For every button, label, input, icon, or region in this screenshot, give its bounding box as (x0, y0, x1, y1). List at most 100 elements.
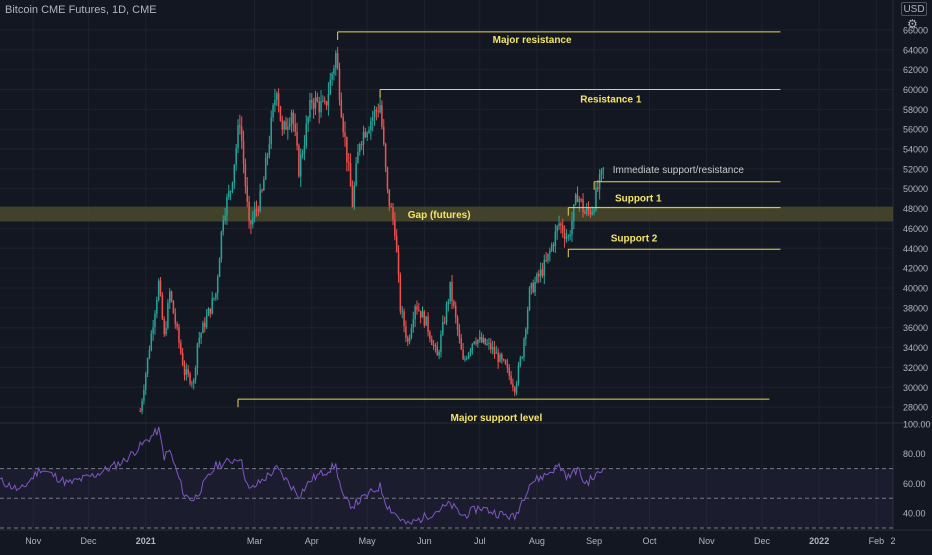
candle-body (263, 179, 265, 191)
candle-body (231, 182, 234, 192)
candle-body (488, 343, 490, 345)
candle-body (318, 101, 320, 113)
candle-body (482, 338, 485, 343)
candle-body (154, 313, 156, 328)
candle-body (180, 342, 182, 354)
candle-body (165, 328, 167, 335)
candle-body (375, 109, 378, 112)
candle-body (538, 273, 540, 277)
candle-body (257, 209, 260, 212)
candle-body (436, 346, 439, 356)
candle-body (279, 106, 282, 121)
candle-body (556, 226, 558, 232)
candle-body (161, 294, 164, 319)
candle-body (541, 269, 544, 276)
candle-body (172, 300, 175, 314)
candle-body (311, 100, 313, 103)
candle-body (473, 341, 475, 344)
candle-body (178, 327, 180, 343)
candle-body (399, 274, 402, 312)
candle-body (475, 341, 477, 344)
candle-body (418, 309, 420, 311)
candle-body (287, 126, 289, 130)
candle-body (580, 199, 582, 201)
candle-body (471, 343, 474, 350)
x-tick-label: Jul (474, 536, 486, 546)
level-label: Immediate support/resistance (613, 165, 745, 176)
candle-body (384, 143, 387, 168)
candle-body (388, 189, 391, 207)
candle-body (305, 123, 308, 146)
candle-body (595, 187, 597, 210)
candle-body (274, 99, 276, 106)
candle-body (209, 308, 212, 314)
candle-body (347, 162, 350, 164)
candle-body (447, 301, 450, 304)
candle-body (235, 148, 237, 165)
candle-body (458, 329, 461, 339)
candle-body (558, 223, 560, 227)
candle-body (322, 100, 324, 102)
y-tick-label: 50000 (903, 184, 928, 194)
candle-body (552, 245, 555, 247)
candle-body (602, 167, 605, 170)
candle-body (425, 316, 427, 326)
candle-body (233, 164, 236, 183)
candle-body (390, 206, 392, 208)
candle-body (381, 105, 383, 127)
candle-body (394, 219, 396, 237)
candle-body (493, 347, 496, 354)
candle-body (205, 315, 208, 328)
candle-body (139, 411, 141, 413)
y-tick-label: 66000 (903, 25, 928, 35)
candle-body (421, 311, 424, 318)
candle-body (216, 276, 219, 294)
candle-body (506, 364, 509, 368)
candle-body (239, 125, 241, 127)
candle-body (370, 120, 372, 131)
candle-body (314, 97, 317, 109)
candle-body (168, 291, 171, 303)
y-tick-label: 40000 (903, 284, 928, 294)
candle-body (543, 260, 546, 276)
candle-body (360, 143, 363, 145)
candle-body (181, 353, 184, 366)
y-tick-label: 30000 (903, 383, 928, 393)
candle-body (530, 283, 533, 288)
candle-body (215, 293, 217, 299)
candle-body (550, 245, 553, 251)
x-tick-label: May (359, 536, 377, 546)
y-tick-label: 56000 (903, 125, 928, 135)
candle-body (288, 123, 291, 127)
candle-body (377, 111, 379, 113)
candle-body (442, 321, 444, 335)
candle-body (366, 132, 368, 138)
candle-body (159, 280, 162, 295)
candle-body (283, 121, 285, 130)
candle-body (277, 93, 280, 107)
x-tick-label: Nov (699, 536, 716, 546)
candle-body (226, 197, 228, 216)
candle-body (591, 212, 594, 215)
candle-body (176, 323, 178, 328)
candle-body (296, 131, 298, 146)
candle-body (423, 311, 426, 326)
candle-body (565, 236, 568, 239)
rsi-tick-label: 40.00 (903, 509, 926, 519)
candle-body (285, 121, 287, 130)
y-tick-label: 52000 (903, 164, 928, 174)
candle-body (510, 375, 512, 384)
candle-body (525, 329, 527, 339)
y-tick-label: 46000 (903, 224, 928, 234)
gear-icon[interactable]: ⚙ (907, 17, 918, 31)
candle-body (281, 120, 284, 130)
candle-body (478, 336, 481, 340)
y-tick-label: 60000 (903, 85, 928, 95)
currency-badge[interactable]: USD (901, 2, 927, 16)
candle-body (340, 99, 343, 117)
candle-body (364, 131, 367, 138)
candle-body (237, 125, 239, 149)
